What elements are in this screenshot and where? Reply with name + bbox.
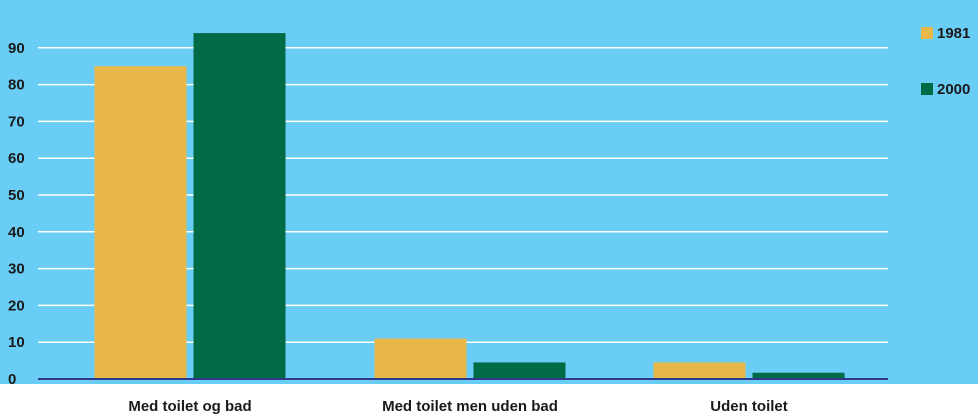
bar-1981 [653,362,746,379]
bar-1981 [374,338,467,379]
y-tick-label: 50 [8,187,25,204]
y-tick-label: 70 [8,113,25,130]
y-tick-label: 80 [8,77,25,94]
y-tick-label: 0 [8,371,16,388]
legend-label: 1981 [937,25,970,42]
y-axis-tick-labels: 0 10 20 30 40 50 60 70 80 90 [8,40,25,388]
legend-swatch [921,27,933,39]
y-tick-label: 20 [8,297,25,314]
category-label: Uden toilet [710,398,788,415]
y-tick-label: 10 [8,334,25,351]
y-tick-label: 60 [8,150,25,167]
legend-swatch [921,83,933,95]
y-tick-label: 90 [8,40,25,57]
legend: 1981 2000 [921,25,970,98]
category-label: Med toilet og bad [128,398,251,415]
bars [94,33,845,380]
y-tick-label: 40 [8,224,25,241]
bar-1981 [94,66,187,379]
legend-label: 2000 [937,81,970,98]
category-labels: Med toilet og bad Med toilet men uden bad… [128,398,787,415]
bar-2000 [752,372,845,379]
y-tick-label: 30 [8,261,25,278]
bar-2000 [473,362,566,379]
bar-2000 [193,33,286,380]
category-label: Med toilet men uden bad [382,398,558,415]
category-label-band [0,384,978,418]
